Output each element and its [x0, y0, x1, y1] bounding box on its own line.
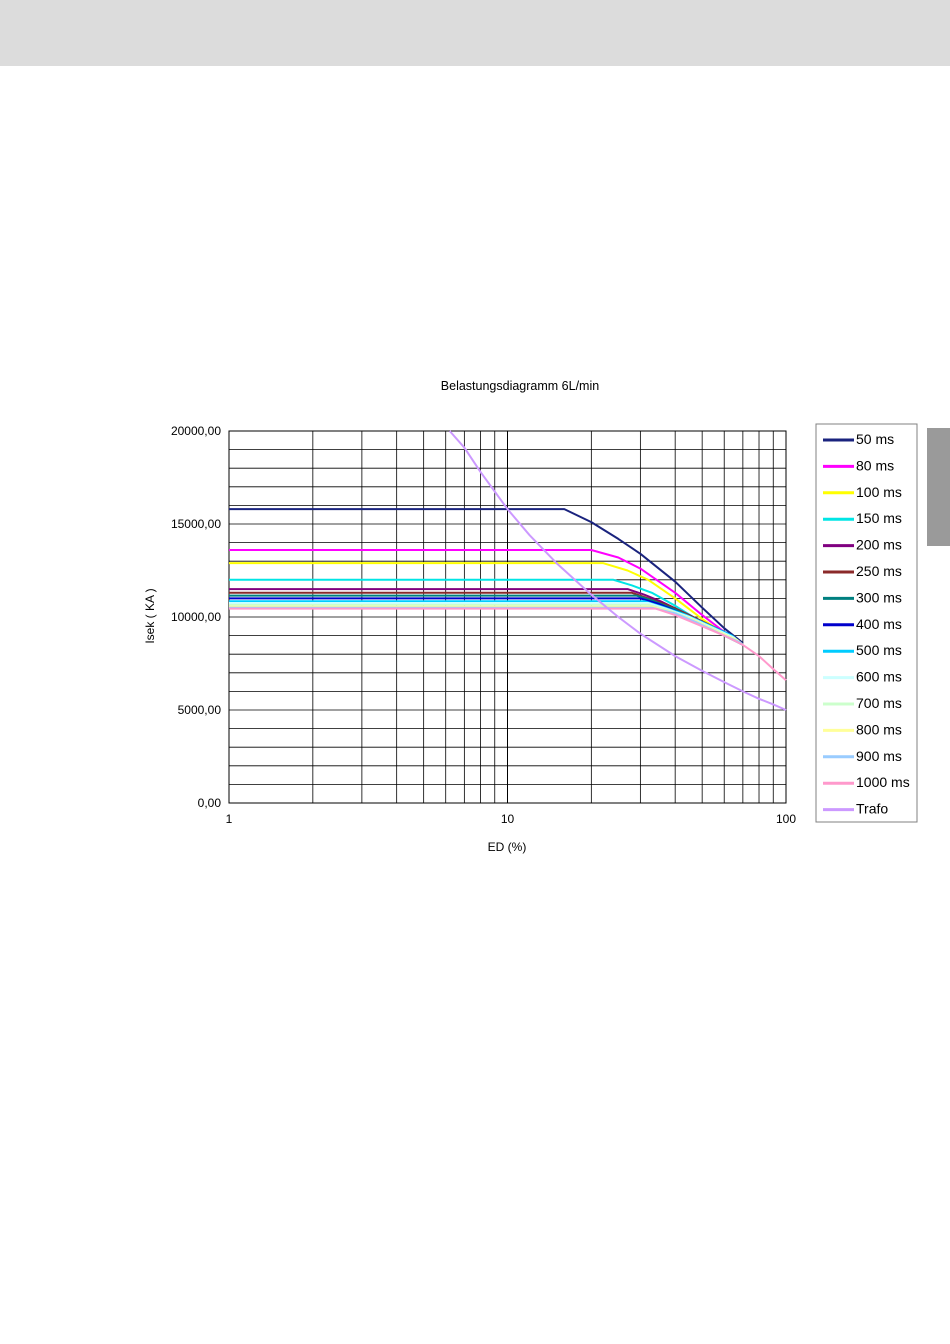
- x-tick-label: 10: [501, 812, 515, 826]
- chart-grid: [228, 430, 787, 804]
- chart-legend: 50 ms 80 ms 100 ms 150 ms 200 ms 250 ms 300 ms…: [815, 423, 918, 823]
- legend-label: 100 ms: [856, 484, 902, 500]
- legend-label: 600 ms: [856, 669, 902, 685]
- series-line-1000-ms: [229, 607, 787, 681]
- legend-label: 200 ms: [856, 537, 902, 553]
- legend-label: Trafo: [856, 801, 888, 817]
- legend-label: 80 ms: [856, 457, 894, 473]
- legend-label: 500 ms: [856, 642, 902, 658]
- y-tick-label: 0,00: [198, 796, 222, 810]
- chart-series: [229, 430, 787, 711]
- page-header-band: [0, 0, 950, 66]
- x-tick-label: 1: [226, 812, 233, 826]
- y-tick-label: 20000,00: [171, 424, 221, 438]
- legend-label: 400 ms: [856, 616, 902, 632]
- legend-label: 50 ms: [856, 431, 894, 447]
- chart-axes: 0,00 5000,00 10000,00 15000,00 20000,00 1 10 10…: [171, 424, 796, 826]
- x-tick-label: 100: [776, 812, 796, 826]
- legend-label: 900 ms: [856, 748, 902, 764]
- y-tick-label: 15000,00: [171, 517, 221, 531]
- legend-label: 700 ms: [856, 695, 902, 711]
- series-line-50-ms: [229, 508, 744, 644]
- side-tab-marker: [927, 428, 950, 546]
- legend-label: 300 ms: [856, 589, 902, 605]
- y-tick-label: 5000,00: [178, 703, 222, 717]
- legend-label: 1000 ms: [856, 774, 910, 790]
- legend-label: 250 ms: [856, 563, 902, 579]
- y-tick-label: 10000,00: [171, 610, 221, 624]
- x-axis-label: ED (%): [488, 840, 527, 854]
- legend-label: 800 ms: [856, 721, 902, 737]
- legend-label: 150 ms: [856, 510, 902, 526]
- plot-border: [228, 430, 787, 804]
- y-axis-label: Isek ( KA ): [143, 588, 157, 643]
- chart-title: Belastungsdiagramm 6L/min: [441, 379, 599, 393]
- series-line-trafo: [448, 430, 787, 711]
